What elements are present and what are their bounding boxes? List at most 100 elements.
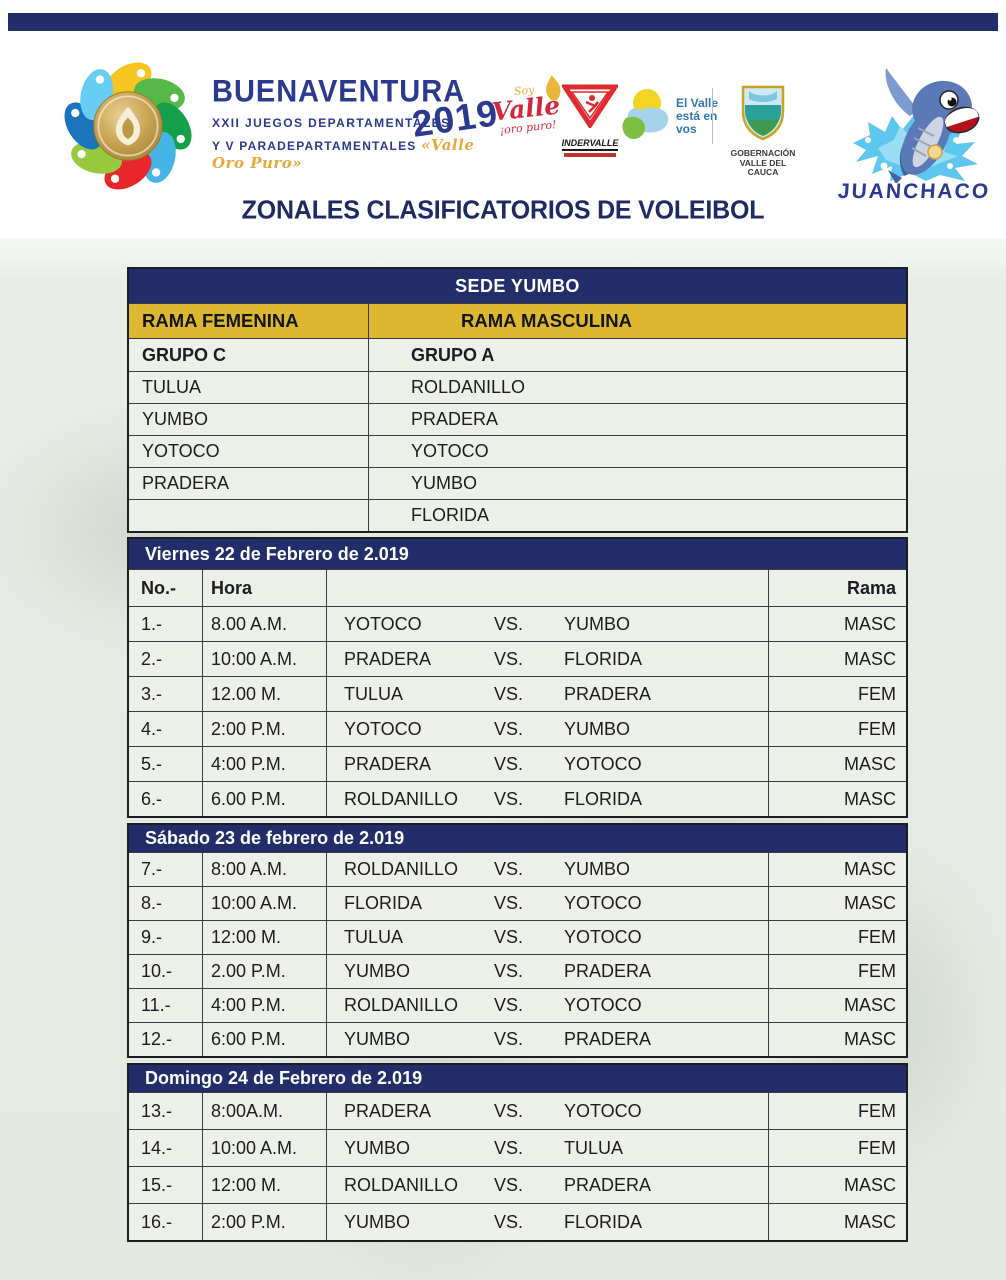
- vs-label: VS.: [494, 1137, 524, 1158]
- vs-label: VS.: [494, 1100, 524, 1121]
- col-header-match: [326, 570, 768, 606]
- day-banner-label: Sábado 23 de febrero de 2.019: [145, 828, 405, 848]
- gobernacion-crest-icon: [741, 85, 785, 141]
- day-section: Sábado 23 de febrero de 2.019 7.- 8:00 A…: [127, 823, 908, 1058]
- match-row: 7.- 8:00 A.M. ROLDANILLO VS. YUMBO MASC: [129, 852, 906, 886]
- rama-masculina-header: RAMA MASCULINA: [461, 310, 632, 331]
- match-team2: YOTOCO: [564, 1100, 642, 1121]
- match-team2: YOTOCO: [564, 927, 642, 947]
- match-rama: FEM: [768, 1093, 906, 1129]
- el-valle-line1: El Valle: [676, 95, 719, 110]
- match-pairing: FLORIDA VS. YOTOCO: [326, 887, 768, 920]
- match-schedule: Viernes 22 de Febrero de 2.019 No.- Hora…: [127, 537, 908, 1242]
- match-rama: FEM: [768, 921, 906, 954]
- match-team1: YOTOCO: [344, 613, 422, 634]
- vs-label: VS.: [494, 718, 524, 739]
- grupo-left: GRUPO C: [129, 339, 369, 371]
- match-pairing: YUMBO VS. FLORIDA: [326, 1204, 768, 1240]
- team-left: YOTOCO: [129, 436, 369, 467]
- match-pairing: YUMBO VS. PRADERA: [326, 1023, 768, 1056]
- match-time: 2:00 P.M.: [202, 1204, 326, 1240]
- match-time: 10:00 A.M.: [202, 887, 326, 920]
- schedule-header-row: No.- Hora Rama: [129, 569, 906, 606]
- vs-label: VS.: [494, 927, 524, 947]
- games-flower-logo: [52, 52, 204, 205]
- match-team1: PRADERA: [344, 1100, 432, 1121]
- match-no: 15.-: [141, 1174, 173, 1195]
- team-left: PRADERA: [129, 468, 369, 499]
- match-pairing: YOTOCO VS. YUMBO: [326, 607, 768, 641]
- match-rama: MASC: [768, 747, 906, 781]
- col-header-hora: Hora: [202, 570, 326, 606]
- match-no: 3.-: [141, 683, 163, 704]
- match-team2: YOTOCO: [564, 893, 642, 913]
- rama-header-row: RAMA FEMENINA RAMA MASCULINA: [129, 303, 906, 338]
- match-team2: YOTOCO: [564, 995, 642, 1015]
- match-team1: TULUA: [344, 683, 404, 704]
- match-rama: MASC: [768, 989, 906, 1022]
- match-time: 2:00 P.M.: [202, 712, 326, 746]
- match-pairing: ROLDANILLO VS. YOTOCO: [326, 989, 768, 1022]
- match-pairing: ROLDANILLO VS. PRADERA: [326, 1167, 768, 1203]
- match-pairing: PRADERA VS. YOTOCO: [326, 747, 768, 781]
- event-subtitle-1: XXII JUEGOS DEPARTAMENTALES: [212, 116, 451, 130]
- vs-label: VS.: [494, 893, 524, 913]
- vs-label: VS.: [494, 753, 524, 774]
- indervalle-logo: INDERVALLE: [560, 84, 620, 157]
- match-time: 12:00 M.: [202, 921, 326, 954]
- match-no: 11.-: [141, 995, 171, 1015]
- top-navy-bar: [8, 13, 998, 31]
- match-team1: PRADERA: [344, 753, 432, 774]
- match-no: 5.-: [141, 753, 163, 774]
- match-row: 16.- 2:00 P.M. YUMBO VS. FLORIDA MASC: [129, 1203, 906, 1240]
- event-subtitle-2-text: Y V PARADEPARTAMENTALES: [212, 139, 417, 153]
- match-pairing: PRADERA VS. YOTOCO: [326, 1093, 768, 1129]
- match-team2: FLORIDA: [564, 648, 643, 669]
- match-no: 14.-: [141, 1137, 173, 1158]
- rama-femenina-header: RAMA FEMENINA: [129, 304, 369, 338]
- match-rama: MASC: [768, 782, 906, 816]
- soy-valle-logo: Soy Valle ¡oro puro!: [488, 75, 569, 173]
- match-row: 2.- 10:00 A.M. PRADERA VS. FLORIDA MASC: [129, 641, 906, 676]
- event-title: BUENAVENTURA: [212, 74, 466, 110]
- match-row: 12.- 6:00 P.M. YUMBO VS. PRADERA MASC: [129, 1022, 906, 1056]
- match-row: 11.- 4:00 P.M. ROLDANILLO VS. YOTOCO MAS…: [129, 988, 906, 1022]
- match-row: 14.- 10:00 A.M. YUMBO VS. TULUA FEM: [129, 1129, 906, 1166]
- col-header-rama: Rama: [768, 570, 906, 606]
- match-time: 6.00 P.M.: [202, 782, 326, 816]
- match-team1: ROLDANILLO: [344, 995, 459, 1015]
- vs-label: VS.: [494, 859, 524, 879]
- match-row: 9.- 12:00 M. TULUA VS. YOTOCO FEM: [129, 920, 906, 954]
- vs-label: VS.: [494, 1029, 524, 1049]
- team-row: FLORIDA: [129, 499, 906, 531]
- match-team1: ROLDANILLO: [344, 1174, 459, 1195]
- match-team1: TULUA: [344, 927, 404, 947]
- match-no: 2.-: [141, 648, 163, 669]
- match-time: 8:00A.M.: [202, 1093, 326, 1129]
- flame-icon: [543, 74, 564, 107]
- team-left: [129, 500, 369, 531]
- match-pairing: YUMBO VS. TULUA: [326, 1130, 768, 1166]
- match-rama: FEM: [768, 955, 906, 988]
- vs-label: VS.: [494, 1174, 524, 1195]
- match-row: 6.- 6.00 P.M. ROLDANILLO VS. FLORIDA MAS…: [129, 781, 906, 816]
- match-time: 8:00 A.M.: [202, 853, 326, 886]
- match-rama: MASC: [768, 853, 906, 886]
- gobernacion-line2: VALLE DEL CAUCA: [739, 157, 787, 177]
- match-row: 10.- 2.00 P.M. YUMBO VS. PRADERA FEM: [129, 954, 906, 988]
- event-subtitle-2: Y V PARADEPARTAMENTALES «Valle Oro Puro»: [212, 136, 512, 172]
- team-row: YUMBO PRADERA: [129, 403, 906, 435]
- match-pairing: TULUA VS. PRADERA: [326, 677, 768, 711]
- venue-table: SEDE YUMBO RAMA FEMENINA RAMA MASCULINA …: [127, 267, 908, 533]
- col-header-no: No.-: [141, 577, 176, 598]
- match-no: 16.-: [141, 1211, 173, 1232]
- match-no: 6.-: [141, 788, 163, 809]
- match-team2: PRADERA: [564, 1174, 652, 1195]
- day-section: Viernes 22 de Febrero de 2.019 No.- Hora…: [127, 537, 908, 818]
- match-team1: PRADERA: [344, 648, 432, 669]
- vs-label: VS.: [494, 961, 524, 981]
- team-right: PRADERA: [411, 409, 499, 429]
- match-row: 8.- 10:00 A.M. FLORIDA VS. YOTOCO MASC: [129, 886, 906, 920]
- whale-mascot-icon: [853, 68, 980, 184]
- match-time: 8.00 A.M.: [202, 607, 326, 641]
